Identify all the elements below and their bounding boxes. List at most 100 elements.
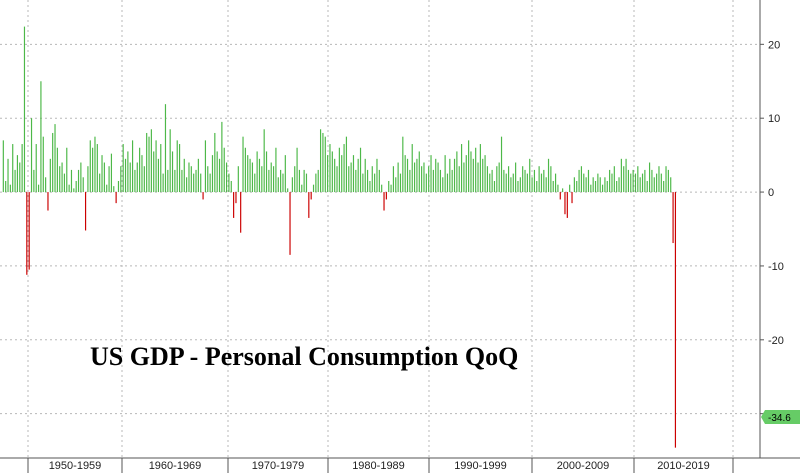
bar	[99, 173, 101, 193]
bar	[515, 162, 517, 193]
bar	[348, 166, 350, 193]
bar	[336, 166, 338, 193]
bar	[547, 158, 550, 193]
bar	[317, 169, 319, 193]
y-tick-label: -10	[768, 261, 784, 273]
bar	[381, 184, 383, 193]
bar	[287, 188, 289, 193]
grid	[0, 0, 760, 458]
bar	[5, 180, 7, 193]
bar	[585, 177, 587, 193]
bar	[613, 166, 615, 193]
bar	[214, 132, 216, 193]
bar	[47, 192, 49, 211]
bar	[458, 166, 460, 193]
bar	[651, 169, 653, 193]
bar	[30, 118, 33, 193]
bar	[277, 177, 279, 193]
bar	[540, 173, 543, 193]
bar	[423, 162, 425, 193]
bar	[94, 136, 96, 193]
bar	[557, 184, 559, 193]
bar	[315, 173, 317, 193]
bar	[310, 192, 312, 200]
bar	[23, 26, 26, 193]
bar	[439, 169, 442, 193]
bar	[562, 188, 564, 193]
bar	[517, 180, 519, 193]
bar	[178, 144, 181, 193]
bar	[343, 144, 345, 193]
bar	[70, 169, 73, 193]
bar	[291, 177, 293, 193]
bar	[594, 180, 597, 193]
bar	[345, 136, 348, 193]
bar	[566, 192, 568, 218]
bar	[19, 162, 21, 193]
bar	[451, 169, 453, 193]
chart-title: US GDP - Personal Consumption QoQ	[90, 342, 518, 371]
bar	[350, 162, 352, 193]
bar	[240, 192, 242, 233]
bar	[531, 177, 533, 193]
bar	[390, 184, 392, 193]
bar	[660, 173, 662, 193]
bar	[176, 140, 178, 193]
bar	[486, 166, 489, 193]
bar	[503, 169, 505, 193]
bar	[550, 166, 552, 193]
bar	[413, 162, 416, 193]
last-value-badge-shape	[761, 410, 800, 424]
bars	[2, 26, 677, 448]
bar	[16, 155, 19, 193]
bar	[505, 173, 507, 193]
bar	[103, 162, 105, 193]
bar	[468, 140, 470, 193]
bar	[364, 158, 366, 193]
bar	[479, 144, 481, 193]
bar	[134, 169, 136, 193]
bar	[261, 166, 263, 193]
x-tick-label: 1970-1979	[252, 460, 305, 472]
bar	[397, 162, 399, 193]
bar	[543, 169, 545, 193]
bar	[188, 162, 190, 193]
bar	[89, 140, 91, 193]
bar	[411, 144, 413, 193]
bar	[272, 166, 275, 193]
bar	[312, 184, 315, 193]
bar	[167, 169, 169, 193]
bar	[625, 158, 627, 193]
bar	[122, 144, 124, 193]
bar	[37, 184, 40, 193]
bar	[545, 177, 547, 193]
bar	[674, 192, 677, 448]
bar	[21, 144, 23, 193]
bar	[442, 177, 444, 193]
bar	[148, 136, 150, 193]
bar	[66, 147, 68, 193]
bar	[308, 192, 310, 218]
bar	[385, 192, 387, 200]
bar	[12, 144, 14, 193]
bar	[444, 155, 446, 193]
bar	[421, 166, 423, 193]
bar	[84, 192, 87, 231]
bar	[146, 132, 148, 193]
bar	[524, 169, 526, 193]
bar	[52, 132, 54, 193]
bar	[601, 184, 604, 193]
bar	[77, 169, 80, 193]
bar	[150, 129, 152, 193]
x-tick-label: 1960-1969	[149, 460, 202, 472]
bar	[256, 151, 258, 193]
bar	[599, 177, 601, 193]
bar	[536, 180, 538, 193]
bar	[280, 169, 282, 193]
bar	[42, 136, 44, 193]
bar	[475, 147, 477, 193]
x-tick-label: 2000-2009	[557, 460, 610, 472]
bar	[329, 144, 331, 193]
bar	[587, 169, 590, 193]
